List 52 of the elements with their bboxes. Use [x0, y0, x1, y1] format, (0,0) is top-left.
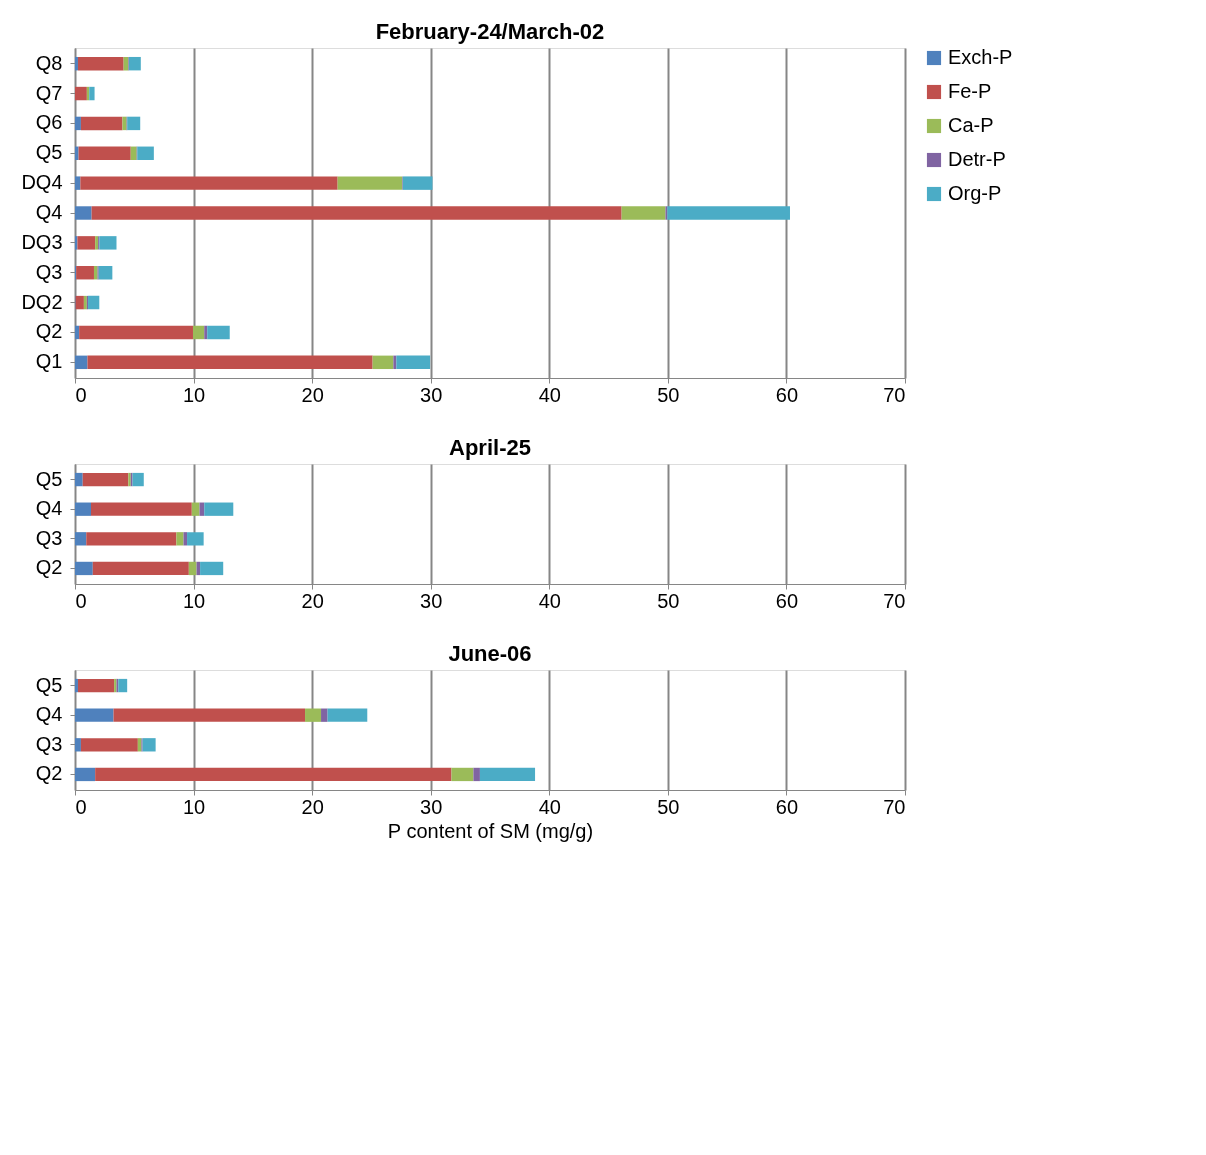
x-tick-label: 30: [420, 795, 443, 818]
x-tick-label: 0: [75, 383, 87, 406]
x-axis-title: P content of SM (mg/g): [387, 819, 594, 842]
y-tick-label: DQ2: [21, 290, 63, 313]
x-tick-label: 30: [420, 383, 443, 406]
x-tick-label: 50: [657, 383, 680, 406]
chart-title: February-24/March-02: [375, 19, 605, 44]
x-tick-label: 70: [883, 589, 906, 612]
y-tick-label: Q7: [35, 81, 63, 104]
x-tick-label: 20: [301, 589, 324, 612]
x-tick-label: 70: [883, 795, 906, 818]
x-tick-label: 30: [420, 589, 443, 612]
legend-label: Exch-P: [948, 46, 1013, 68]
x-tick-label: 40: [538, 795, 561, 818]
chart-title: June-06: [448, 641, 532, 666]
x-tick-label: 0: [75, 589, 87, 612]
y-tick-label: Q2: [35, 762, 63, 785]
y-tick-label: Q3: [35, 526, 63, 549]
x-tick-label: 70: [883, 383, 906, 406]
y-tick-label: Q3: [35, 732, 63, 755]
x-tick-label: 60: [775, 589, 799, 612]
y-tick-label: Q3: [35, 260, 63, 283]
y-tick-label: Q6: [35, 111, 63, 134]
y-tick-label: Q4: [35, 201, 63, 223]
legend-label: Detr-P: [948, 148, 1006, 170]
x-tick-label: 40: [538, 383, 561, 406]
y-tick-label: DQ4: [21, 171, 63, 194]
x-tick-label: 50: [657, 589, 680, 612]
x-tick-label: 60: [775, 383, 799, 406]
x-tick-label: 0: [75, 795, 87, 818]
y-tick-label: Q1: [35, 350, 63, 373]
x-tick-label: 50: [657, 795, 680, 818]
y-tick-label: Q2: [35, 320, 63, 343]
y-tick-label: Q5: [35, 673, 63, 696]
legend-label: Fe-P: [948, 80, 992, 102]
y-tick-label: Q5: [35, 467, 63, 490]
x-tick-label: 10: [182, 383, 206, 406]
legend-label: Org-P: [948, 182, 1002, 204]
x-tick-label: 40: [538, 589, 561, 612]
y-tick-label: Q4: [35, 703, 63, 726]
x-tick-label: 60: [775, 795, 799, 818]
y-tick-label: DQ3: [21, 230, 63, 253]
chart-title: April-25: [449, 435, 531, 460]
x-tick-label: 10: [182, 795, 206, 818]
y-tick-label: Q4: [35, 497, 63, 520]
x-tick-label: 20: [301, 795, 324, 818]
y-tick-label: Q5: [35, 141, 63, 164]
y-tick-label: Q2: [35, 556, 63, 579]
x-tick-label: 20: [301, 383, 324, 406]
y-tick-label: Q8: [35, 51, 63, 74]
x-tick-label: 10: [182, 589, 206, 612]
legend-label: Ca-P: [948, 114, 994, 136]
